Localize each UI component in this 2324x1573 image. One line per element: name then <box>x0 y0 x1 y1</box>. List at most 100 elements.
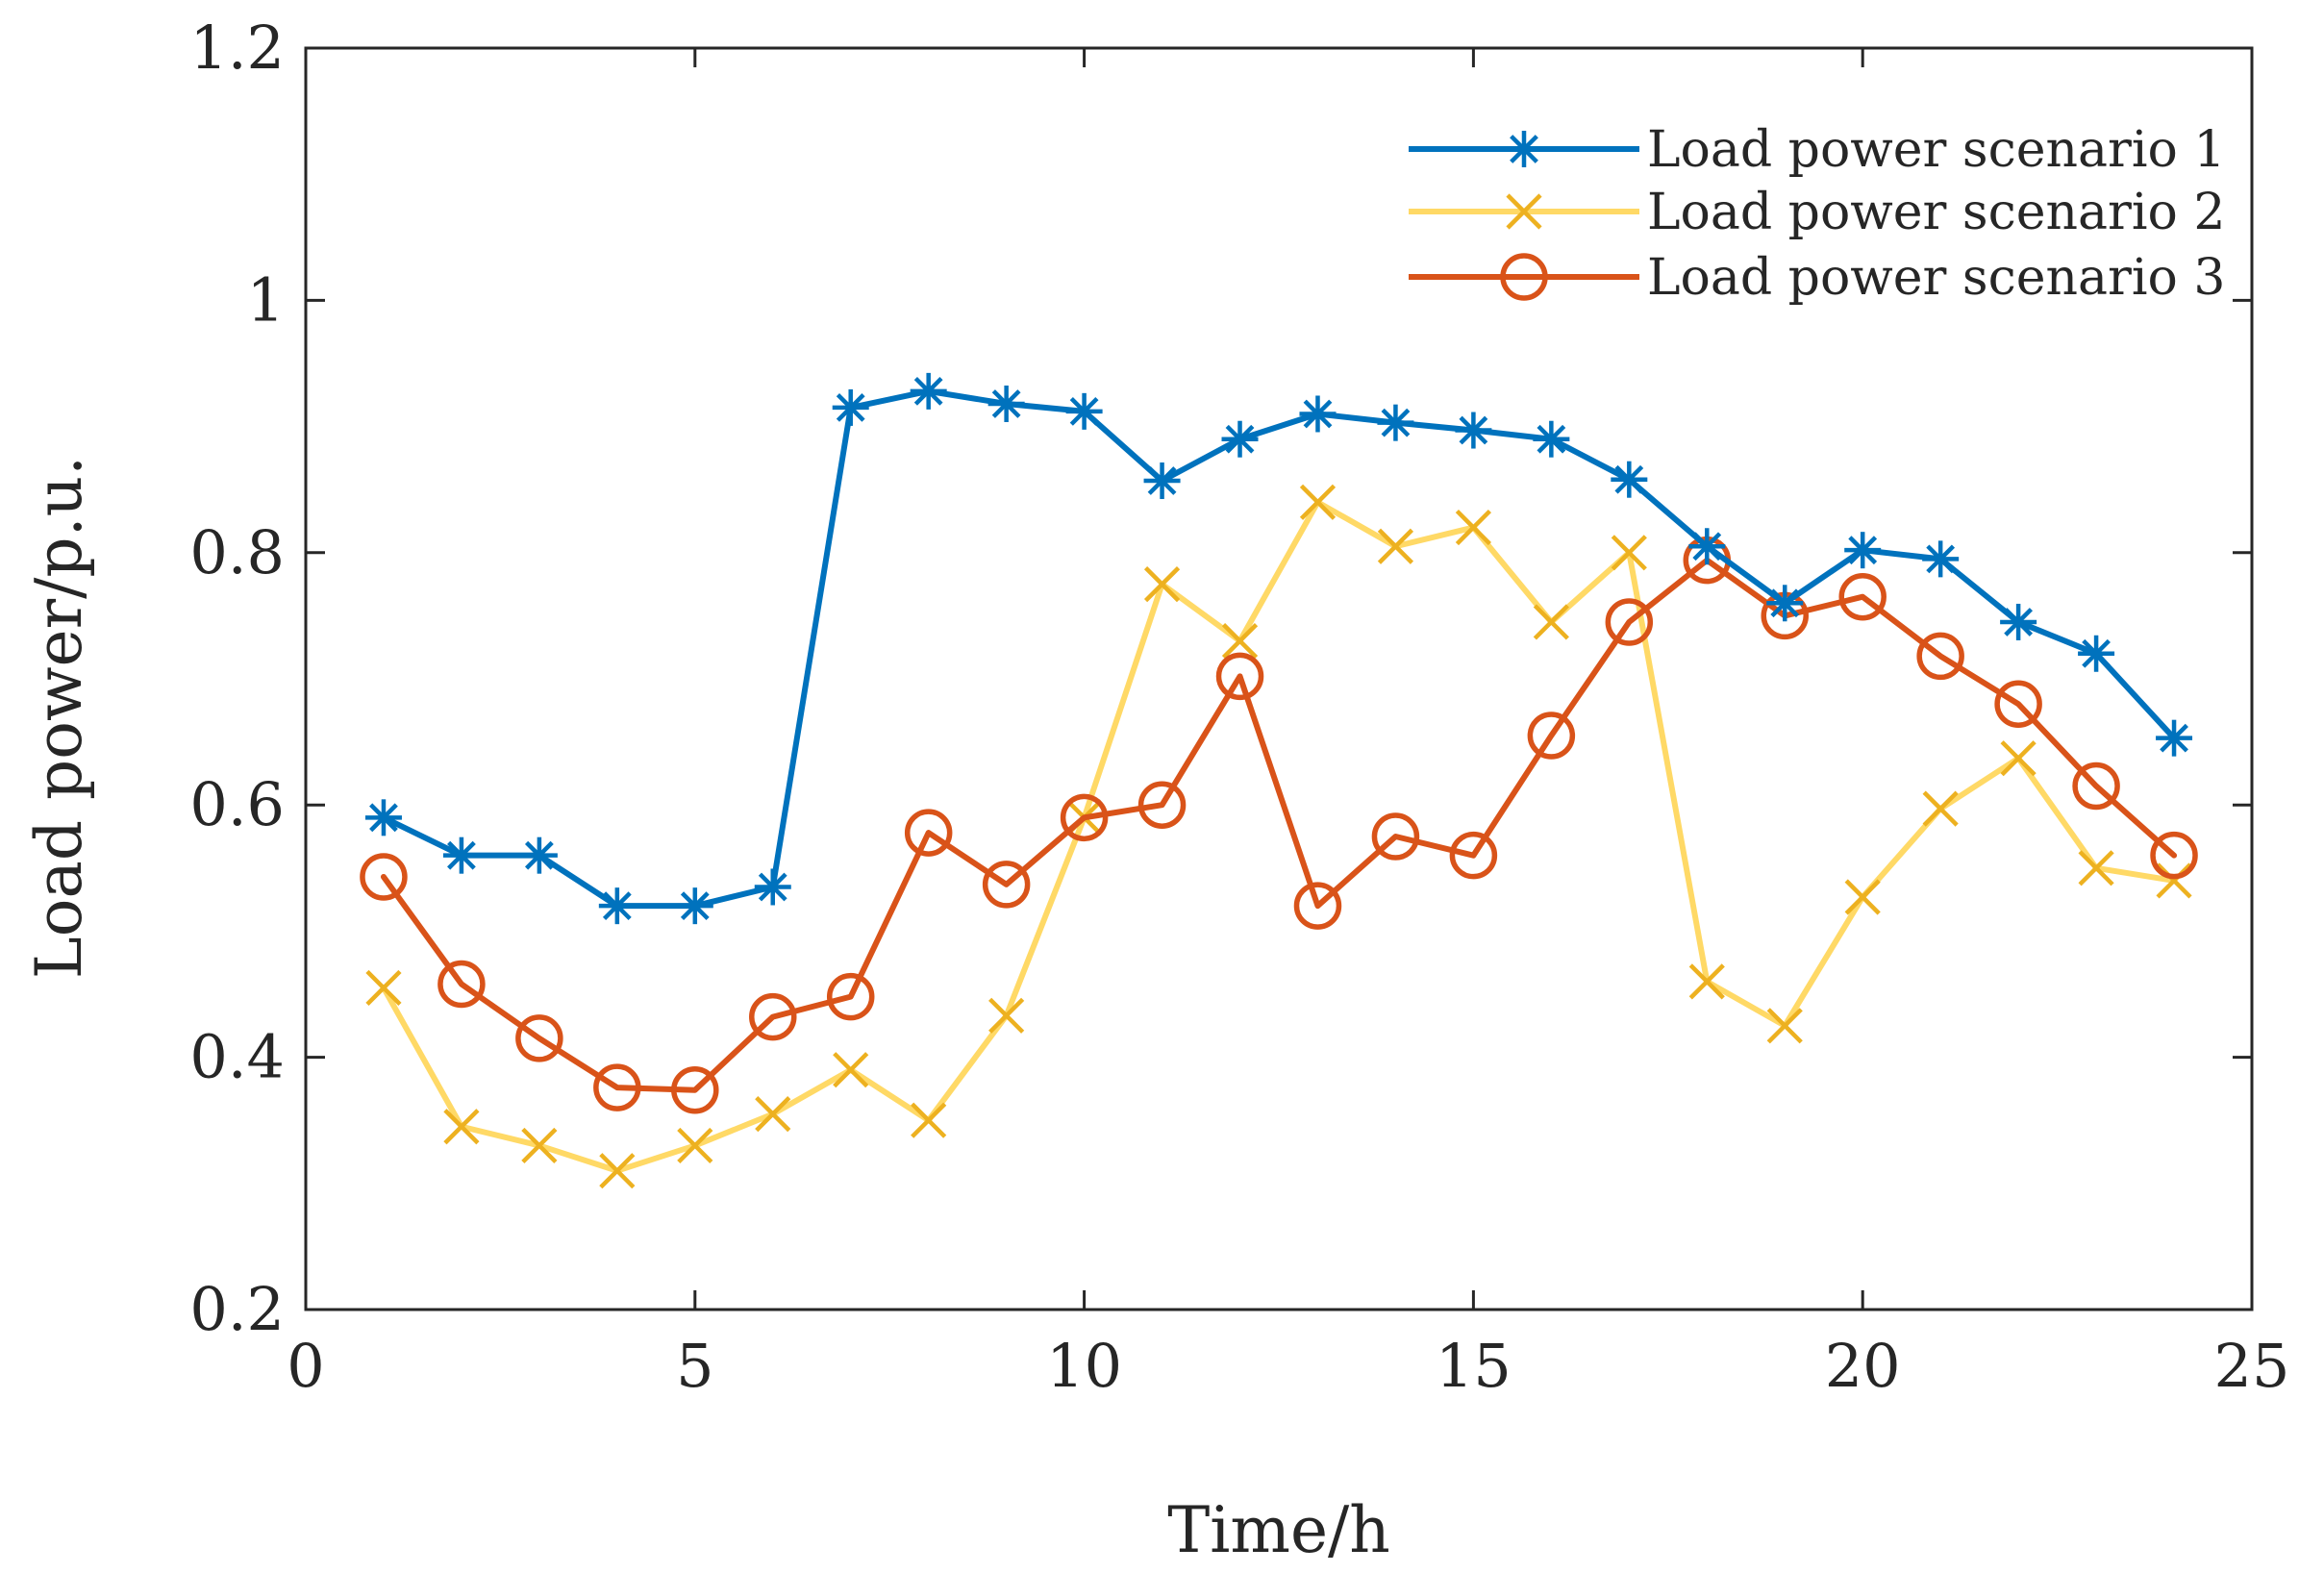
x-tick-label: 15 <box>1436 1331 1512 1401</box>
series-3-point <box>1527 712 1576 760</box>
series-2-point <box>365 969 402 1007</box>
series-2-point <box>2078 850 2114 886</box>
legend-label: Load power scenario 2 <box>1647 184 2225 241</box>
series-1-point <box>364 799 402 836</box>
series-1-point <box>442 836 480 874</box>
series-2-point <box>755 1096 791 1133</box>
series-3-point <box>1994 680 2042 728</box>
y-tick-label: 0.6 <box>189 769 285 839</box>
series-3 <box>360 536 2198 1114</box>
legend-label: Load power scenario 3 <box>1647 249 2225 307</box>
series-1-point <box>676 887 713 925</box>
y-tick-label: 1.2 <box>189 12 285 83</box>
series-3-point <box>1060 793 1109 842</box>
series-1-point <box>1922 540 1960 578</box>
y-tick-label: 0.8 <box>189 517 285 587</box>
series-3-point <box>1371 812 1420 861</box>
series-1-point <box>1533 420 1570 458</box>
series-2-point <box>1922 790 1959 827</box>
series-2-point <box>988 997 1025 1034</box>
series-2-point <box>1766 1008 1803 1044</box>
series-2-point <box>1611 535 1647 571</box>
x-tick-label: 5 <box>676 1331 713 1401</box>
legend-marker <box>1500 253 1548 301</box>
series-3-point <box>1293 882 1342 930</box>
series-2-point <box>1299 484 1337 520</box>
series-3-point <box>515 1014 563 1062</box>
series-layer <box>360 372 2198 1189</box>
series-1-point <box>2000 603 2037 640</box>
series-1 <box>364 372 2193 925</box>
series-3-point <box>749 992 797 1041</box>
series-1-point <box>987 385 1025 422</box>
series-2-point <box>2000 740 2037 777</box>
series-2-point <box>1143 566 1181 603</box>
x-tick-label: 20 <box>1825 1331 1901 1401</box>
y-tick-label: 0.4 <box>189 1022 285 1092</box>
series-2-point <box>1221 623 1259 660</box>
series-3-point <box>1838 572 1887 621</box>
series-3-point <box>2150 831 2198 880</box>
series-1-point <box>1688 528 1726 565</box>
series-3-point <box>1137 781 1187 829</box>
series-1-line <box>380 387 2178 910</box>
x-tick-label: 25 <box>2214 1331 2290 1401</box>
series-3-point <box>2072 762 2120 811</box>
axes: 0 5 10 15 20 25 0.2 0.4 0.6 0.8 1 1.2 <box>189 12 2289 1401</box>
legend-label: Load power scenario 1 <box>1647 121 2225 179</box>
series-1-point <box>2078 635 2115 672</box>
series-3-point <box>1605 598 1654 646</box>
series-2-point <box>911 1102 947 1138</box>
series-1-point <box>2156 719 2193 757</box>
series-1-point <box>1455 412 1492 449</box>
series-1-point <box>1766 585 1804 622</box>
series-1-point <box>1844 532 1882 569</box>
x-tick-label: 0 <box>287 1331 324 1401</box>
series-3-point <box>593 1063 641 1111</box>
legend-marker <box>1506 193 1542 230</box>
series-3-point <box>982 861 1031 909</box>
series-2 <box>365 484 2192 1189</box>
y-axis-label: Load power/p.u. <box>22 456 96 979</box>
series-1-point <box>1221 420 1259 458</box>
series-2-point <box>1533 604 1569 640</box>
series-3-point <box>826 972 875 1021</box>
y-tick-label: 1 <box>247 264 285 335</box>
series-2-point <box>1377 528 1414 564</box>
series-2-point <box>443 1109 480 1145</box>
plot-frame <box>304 46 2254 1311</box>
legend-entry-3: Load power scenario 3 <box>1409 249 2225 307</box>
series-1-point <box>1611 461 1648 498</box>
series-1-point <box>1143 462 1181 500</box>
series-2-line <box>380 499 2178 1174</box>
legend-entry-1: Load power scenario 1 <box>1409 121 2225 179</box>
series-3-point <box>360 853 408 901</box>
series-1-point <box>598 887 636 925</box>
series-3-point <box>671 1065 719 1114</box>
series-2-point <box>521 1127 558 1164</box>
series-1-point <box>1299 395 1337 433</box>
series-2-point <box>599 1153 636 1189</box>
series-2-point <box>833 1052 869 1088</box>
series-3-point <box>437 960 486 1009</box>
series-3-point <box>904 809 953 857</box>
series-1-point <box>1065 392 1103 430</box>
series-2-point <box>2156 862 2192 899</box>
series-1-point <box>832 388 869 426</box>
series-2-point <box>1844 879 1881 915</box>
series-2-point <box>1455 509 1491 546</box>
series-2-point <box>677 1127 713 1164</box>
series-1-point <box>910 372 947 410</box>
series-1-point <box>520 836 558 874</box>
series-2-point <box>1688 963 1725 1000</box>
series-3-point <box>1449 831 1498 880</box>
x-axis-label: Time/h <box>1167 1493 1390 1567</box>
legend-marker <box>1506 131 1542 167</box>
series-3-point <box>1215 652 1264 701</box>
legend-entry-2: Load power scenario 2 <box>1409 184 2225 241</box>
series-1-point <box>754 868 791 906</box>
series-1-point <box>1377 404 1414 441</box>
x-tick-label: 10 <box>1046 1331 1122 1401</box>
